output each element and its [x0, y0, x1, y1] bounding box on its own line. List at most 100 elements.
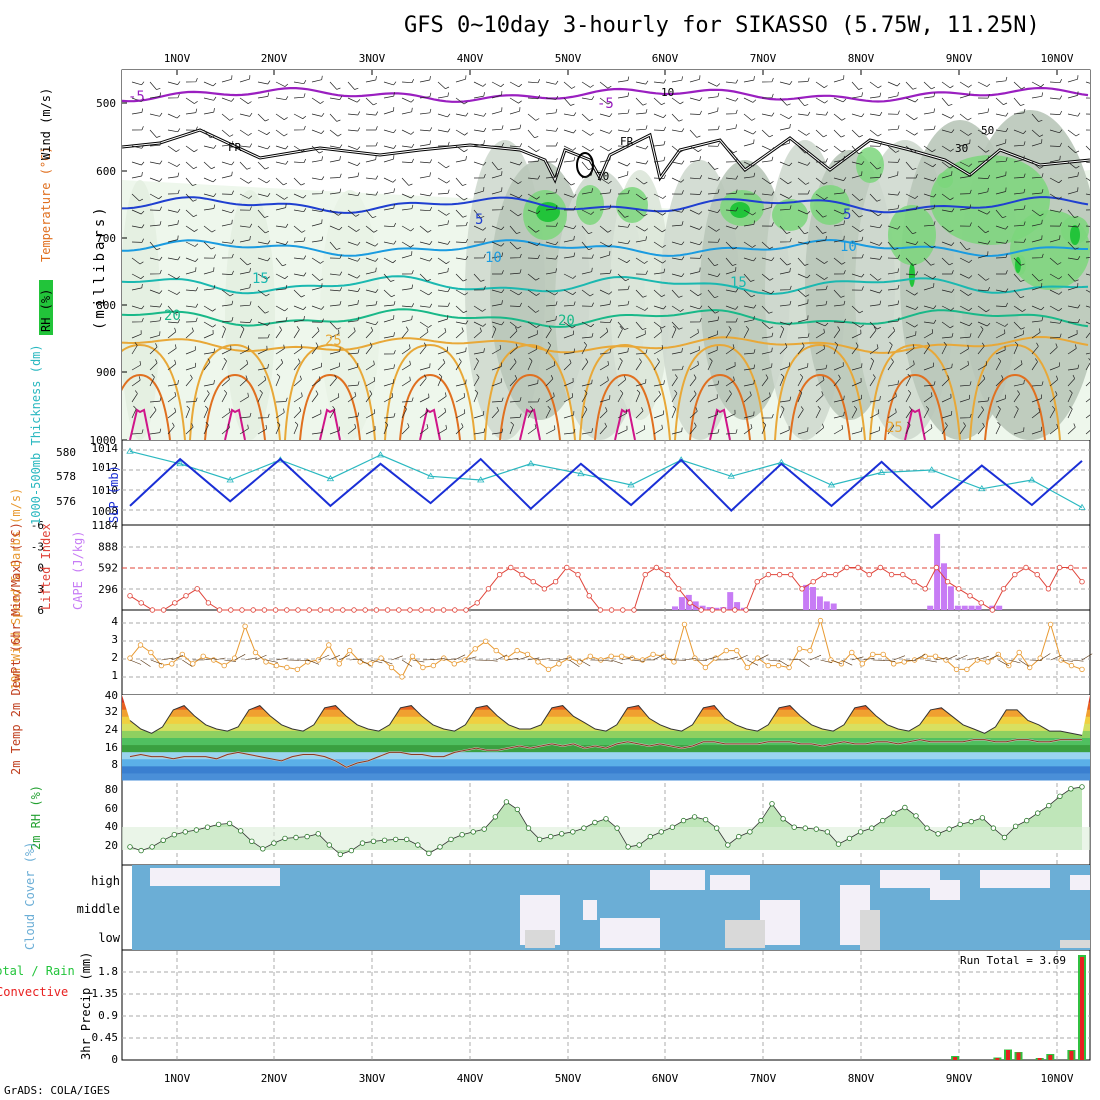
- contour-40-arch: [614, 408, 636, 440]
- li-marker: [239, 607, 245, 613]
- temp-color-band: [122, 765, 1090, 774]
- rh2m-marker: [869, 825, 875, 831]
- mb-tick-label: 900: [96, 366, 116, 379]
- contour-35-arch: [499, 373, 561, 440]
- wind-speed-marker: [503, 655, 510, 661]
- li-marker: [474, 600, 480, 606]
- li-marker: [418, 607, 424, 613]
- thickness-marker: [226, 476, 234, 483]
- run-total: Run Total = 3.69: [960, 954, 1066, 967]
- wind-speed-marker: [200, 653, 206, 659]
- wind-speed-marker: [472, 646, 478, 652]
- rh2m-marker: [348, 847, 355, 854]
- li-marker: [541, 586, 548, 592]
- day-label-top: 8NOV: [848, 52, 875, 65]
- thickness-marker: [527, 459, 535, 467]
- li-marker: [832, 571, 839, 578]
- rh2m-marker: [393, 836, 399, 843]
- rh2m-marker: [1057, 793, 1063, 799]
- contour-40-arch: [419, 408, 441, 440]
- rh2m-marker: [924, 825, 930, 831]
- li-marker: [653, 564, 660, 571]
- thickness-marker: [877, 468, 886, 475]
- footer-credit: GrADS: COLA/IGES: [4, 1084, 110, 1097]
- precip-conv-bar: [1016, 1052, 1021, 1060]
- slp-thickness-panel: [122, 447, 1090, 512]
- thickness-marker: [677, 456, 685, 463]
- contour-30-arch: [674, 343, 766, 440]
- rh2m-marker: [426, 850, 432, 857]
- day-label-top: 5NOV: [555, 52, 582, 65]
- cloud-clear-block: [880, 870, 940, 888]
- precip-conv-bar: [953, 1057, 958, 1060]
- rh2m-marker: [215, 821, 222, 828]
- contour-35-arch: [299, 373, 361, 440]
- li-marker: [799, 586, 805, 592]
- wind-speed-marker: [399, 674, 405, 680]
- cloud-panel: [132, 865, 1090, 950]
- contour-label: 10: [661, 86, 674, 99]
- contour-35-arch: [789, 373, 851, 440]
- li-marker: [967, 593, 973, 599]
- contour-label: 70: [596, 170, 609, 183]
- wind-barb-field: [131, 75, 1090, 435]
- cloud-clear-block: [760, 900, 800, 945]
- ylabel-rh2m: 2m RH (%): [29, 785, 43, 850]
- contour-minus5: [122, 86, 1089, 103]
- li-marker: [552, 579, 559, 585]
- cape-bar: [941, 563, 947, 610]
- contour-30-arch: [969, 343, 1061, 440]
- wind-speed-marker: [127, 655, 133, 661]
- li-marker: [776, 571, 783, 578]
- li-marker: [149, 607, 156, 613]
- li-marker: [328, 607, 335, 613]
- rh2m-marker: [514, 806, 521, 813]
- mb-tick-label: 1000: [90, 434, 117, 447]
- cape-bar: [961, 605, 968, 610]
- precip-conv-bar: [1069, 1051, 1074, 1060]
- wind-speed-marker: [273, 662, 280, 669]
- thickness-marker: [978, 484, 986, 492]
- wind-speed-marker: [817, 617, 824, 624]
- contour-25: [122, 335, 1089, 354]
- rh2m-marker: [481, 826, 487, 832]
- wind-speed-marker: [650, 651, 656, 658]
- li-marker: [1023, 564, 1029, 571]
- rh-green-patch: [937, 172, 953, 188]
- thickness-marker: [376, 451, 385, 458]
- rh2m-marker: [636, 842, 642, 848]
- li-marker: [1056, 564, 1063, 571]
- rh2m-marker: [913, 813, 919, 819]
- rh-green-patch: [616, 187, 648, 223]
- cape-bar: [934, 533, 941, 610]
- cloud-row-label: high: [91, 874, 120, 888]
- precip-conv-bar: [995, 1058, 1000, 1060]
- wind-speed-marker: [870, 651, 876, 658]
- cape-tick-label: 592: [98, 562, 118, 575]
- rh-legend-swatch: [39, 280, 53, 335]
- cloud-low-block: [1060, 940, 1090, 948]
- contour-30-arch: [122, 343, 186, 440]
- ylabel-thickness: 1000-500mb Thickness (dm): [29, 344, 43, 525]
- wind-speed-marker: [1016, 649, 1022, 656]
- contour-freezing-inner: [122, 129, 1090, 182]
- cape-bar: [706, 607, 713, 610]
- rh2m-marker: [979, 815, 986, 821]
- li-marker: [496, 571, 503, 578]
- contour-label: 5: [843, 207, 851, 223]
- wind-speed-marker: [891, 661, 897, 667]
- day-label-top: 7NOV: [750, 52, 777, 65]
- wind-speed-marker: [263, 659, 269, 665]
- rh2m-marker: [370, 838, 377, 844]
- li-marker: [597, 607, 604, 613]
- rh2m-marker: [658, 829, 664, 835]
- cape-bar: [810, 587, 816, 610]
- rh2m-marker: [337, 851, 343, 858]
- contour-30-arch: [484, 343, 576, 440]
- li-marker: [866, 571, 872, 578]
- mb-tick-label: 800: [96, 299, 116, 312]
- cape-bar: [816, 596, 823, 610]
- li-marker: [844, 564, 850, 571]
- wind-tick-label: 2: [111, 651, 118, 664]
- li-marker: [340, 607, 346, 613]
